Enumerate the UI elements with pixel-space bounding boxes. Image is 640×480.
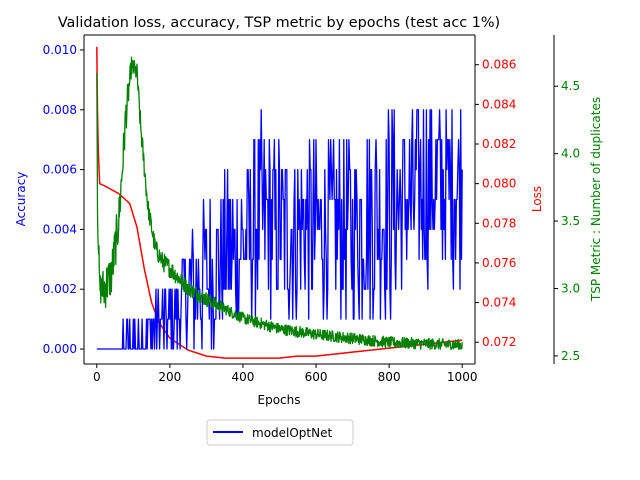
y-tick-label-accuracy: 0.004 [43,222,77,236]
series-line-tsp [96,56,463,350]
y-tick-label-tsp: 4.0 [561,147,580,161]
plot-series [96,46,463,359]
y-tick-label-accuracy: 0.008 [43,103,77,117]
chart-title: Validation loss, accuracy, TSP metric by… [58,15,500,31]
y-axis-accuracy: 0.000 0.002 0.004 0.006 0.008 0.010 [43,43,84,356]
legend: modelOptNet [206,419,354,446]
y-tick-label-loss: 0.072 [482,335,516,349]
axes-frame [83,34,476,365]
y-axis-tsp: 2.5 3.0 3.5 4.0 4.5 [553,35,580,364]
y-tick-label-loss: 0.074 [482,296,516,310]
x-tick-label: 600 [305,370,328,384]
series-line-accuracy [96,109,463,350]
y-tick-label-accuracy: 0.000 [43,342,77,356]
x-tick-label: 0 [93,370,101,384]
legend-label-modelOptNet: modelOptNet [252,426,332,440]
x-tick-label: 200 [158,370,181,384]
y-axis-label-tsp: TSP Metric : Number of duplicates [589,97,603,302]
y-tick-label-tsp: 3.0 [561,281,580,295]
x-axis-label: Epochs [258,393,301,407]
y-tick-label-loss: 0.086 [482,58,516,72]
y-tick-label-tsp: 2.5 [561,349,580,363]
x-tick-label: 400 [232,370,255,384]
y-tick-label-loss: 0.084 [482,97,516,111]
y-axis-label-loss: Loss [530,186,544,212]
y-tick-label-tsp: 3.5 [561,214,580,228]
y-tick-label-accuracy: 0.006 [43,163,77,177]
y-tick-label-accuracy: 0.002 [43,282,77,296]
x-axis: 0 200 400 600 800 1000 [93,364,478,384]
legend-box [206,419,354,446]
x-tick-label: 800 [378,370,401,384]
y-axis-loss: 0.072 0.074 0.076 0.078 0.080 0.082 0.084 0.086 [475,58,516,349]
y-tick-label-tsp: 4.5 [561,79,580,93]
y-axis-label-accuracy: Accuracy [14,172,28,227]
y-tick-label-accuracy: 0.010 [43,43,77,57]
x-tick-label: 1000 [447,370,478,384]
y-tick-label-loss: 0.076 [482,256,516,270]
y-tick-label-loss: 0.080 [482,177,516,191]
y-tick-label-loss: 0.082 [482,137,516,151]
y-tick-label-loss: 0.078 [482,216,516,230]
